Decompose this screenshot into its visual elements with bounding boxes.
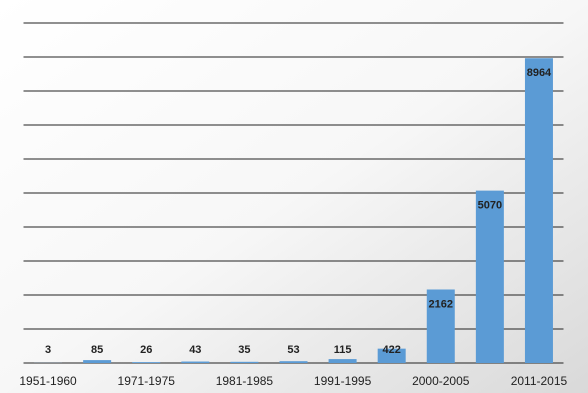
x-tick-label: 1991-1995	[314, 374, 372, 388]
value-label: 53	[287, 344, 299, 356]
bar	[377, 348, 406, 363]
value-label: 3	[45, 344, 51, 356]
x-tick-label: 2011-2015	[511, 374, 568, 388]
value-label: 26	[140, 344, 152, 356]
bar	[328, 359, 357, 363]
value-label: 2162	[429, 298, 453, 310]
bar	[475, 190, 504, 363]
bar	[230, 361, 259, 363]
value-label: 422	[383, 344, 401, 356]
value-label: 5070	[478, 200, 502, 212]
bar	[279, 361, 308, 363]
value-label: 8964	[527, 67, 552, 79]
bar	[83, 360, 112, 363]
x-tick-label: 1971-1975	[118, 374, 176, 388]
value-label: 43	[189, 344, 201, 356]
value-label: 85	[91, 344, 103, 356]
bar	[181, 361, 210, 363]
value-label: 35	[238, 344, 250, 356]
value-label: 115	[334, 344, 352, 356]
x-tick-label: 1981-1985	[216, 374, 274, 388]
x-tick-label: 2000-2005	[412, 374, 470, 388]
bar	[524, 58, 553, 363]
x-tick-label: 1951-1960	[19, 374, 77, 388]
bar	[426, 289, 455, 363]
bar	[132, 362, 161, 363]
